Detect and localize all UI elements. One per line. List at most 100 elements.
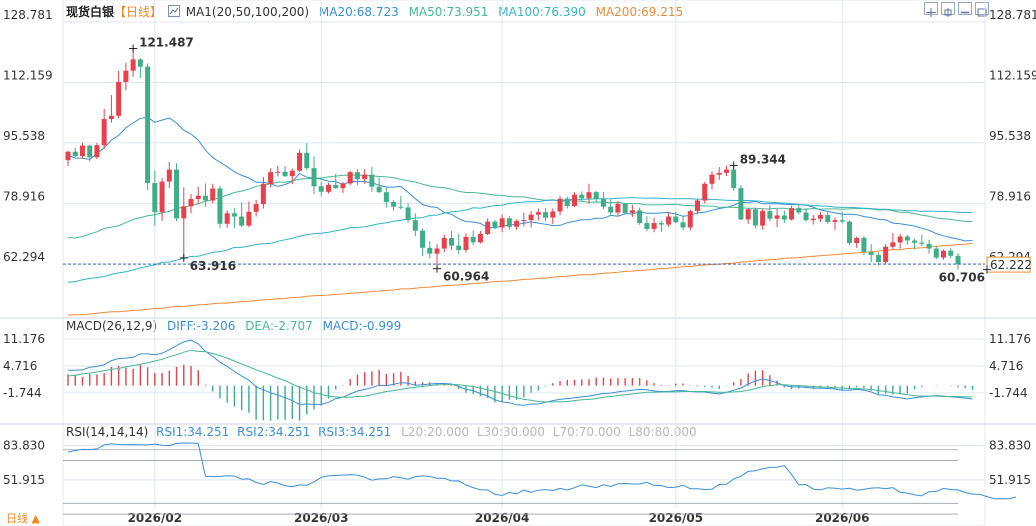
candle-up — [629, 210, 635, 213]
price-tick-left: 95.538 — [3, 129, 45, 143]
candle-down — [600, 199, 606, 207]
extreme-label: 121.487 — [139, 36, 194, 50]
last-price-label: 62.222 — [990, 258, 1032, 272]
candle-down — [622, 203, 628, 213]
rsi1-value: RSI1:34.251 — [156, 425, 230, 439]
candle-down — [369, 174, 375, 187]
candle-up — [275, 171, 281, 173]
candle-up — [854, 237, 860, 244]
candle-down — [904, 236, 910, 241]
candle-up — [289, 170, 295, 177]
candle-up — [723, 169, 729, 173]
ma-line-ma50 — [67, 174, 973, 239]
candle-down — [644, 223, 650, 229]
candle-down — [420, 230, 426, 248]
price-tick-right: 95.538 — [989, 129, 1031, 143]
period-label[interactable]: 【日线】 — [114, 5, 163, 19]
candle-down — [752, 209, 758, 226]
candle-up — [101, 119, 107, 146]
candle-down — [868, 251, 874, 256]
rsi-tick-right: 51.915 — [989, 473, 1031, 487]
candle-down — [731, 169, 737, 189]
x-tick-label: 2026/04 — [475, 511, 529, 525]
price-tick-right: 112.159 — [989, 68, 1036, 82]
ma100-value: MA100:76.390 — [498, 5, 586, 19]
price-tick-left: 78.916 — [3, 189, 45, 203]
candle-up — [745, 209, 751, 220]
candle-down — [405, 207, 411, 221]
candle-up — [297, 152, 303, 171]
candle-up — [434, 248, 440, 254]
candle-down — [767, 211, 773, 219]
candle-up — [716, 172, 722, 175]
candle-down — [354, 172, 360, 180]
candle-up — [760, 211, 766, 226]
candle-down — [427, 247, 433, 254]
candle-up — [116, 81, 122, 116]
rsi-tick-right: 83.830 — [989, 439, 1031, 453]
rsi2-value: RSI2:34.251 — [237, 425, 311, 439]
candle-up — [818, 215, 824, 219]
candle-up — [340, 183, 346, 189]
candle-down — [608, 206, 614, 213]
price-tick-right: 128.781 — [989, 8, 1036, 22]
candle-up — [883, 246, 889, 262]
candle-down — [152, 183, 158, 213]
price-tick-left: 62.294 — [3, 250, 45, 264]
candle-up — [666, 216, 672, 225]
candle-up — [477, 233, 483, 243]
candle-up — [528, 214, 534, 221]
candle-down — [239, 216, 245, 226]
macd-tick-right: 4.716 — [989, 359, 1023, 373]
candle-down — [738, 188, 744, 220]
macd-tick-right: -1.744 — [989, 386, 1028, 400]
extreme-label: 89.344 — [740, 152, 786, 166]
candle-up — [181, 206, 187, 219]
candle-up — [651, 223, 657, 229]
candle-up — [702, 183, 708, 201]
rsi-tick-left: 51.915 — [3, 473, 45, 487]
candle-up — [268, 172, 274, 184]
candle-up — [897, 236, 903, 243]
crosshair-icon[interactable] — [924, 2, 938, 17]
candle-down — [376, 186, 382, 193]
macd-line-diff — [68, 339, 973, 406]
candle-down — [781, 215, 787, 220]
candle-up — [108, 115, 114, 120]
candle-up — [159, 181, 165, 213]
candle-down — [875, 255, 881, 262]
x-tick-label: 2026/06 — [815, 511, 869, 525]
candle-up — [521, 220, 527, 222]
fullscreen-icon[interactable] — [975, 2, 989, 17]
candle-down — [398, 206, 404, 208]
price-header: 现货白银【日线】 MA1(20,50,100,200) MA20:68.723 … — [66, 3, 683, 20]
candle-down — [593, 192, 599, 200]
candle-down — [926, 243, 932, 249]
candle-down — [680, 222, 686, 228]
price-tick-right: 78.916 — [989, 189, 1031, 203]
candle-up — [224, 213, 230, 224]
footer-period[interactable]: 日线 ▲ — [6, 510, 40, 526]
zoom-in-icon[interactable] — [941, 2, 955, 17]
candle-up — [188, 199, 194, 207]
candle-up — [65, 151, 71, 161]
candle-up — [890, 242, 896, 247]
candle-up — [709, 174, 715, 184]
candle-down — [796, 208, 802, 213]
macd-tick-right: 11.176 — [989, 332, 1031, 346]
ma-settings-icon[interactable] — [167, 5, 180, 17]
candle-down — [955, 255, 961, 265]
candle-down — [506, 218, 512, 227]
candle-up — [441, 237, 447, 249]
last-price-badge — [986, 256, 1031, 273]
candle-down — [564, 198, 570, 206]
candle-up — [789, 208, 795, 220]
zoom-out-icon[interactable] — [958, 2, 972, 15]
candle-down — [383, 192, 389, 202]
macd-header: MACD(26,12,9) DIFF:-3.206 DEA:-2.707 MAC… — [66, 319, 401, 333]
candle-up — [586, 192, 592, 199]
ma-line-ma20 — [67, 116, 973, 242]
candle-up — [94, 145, 100, 158]
ma-line-ma100 — [67, 197, 973, 283]
